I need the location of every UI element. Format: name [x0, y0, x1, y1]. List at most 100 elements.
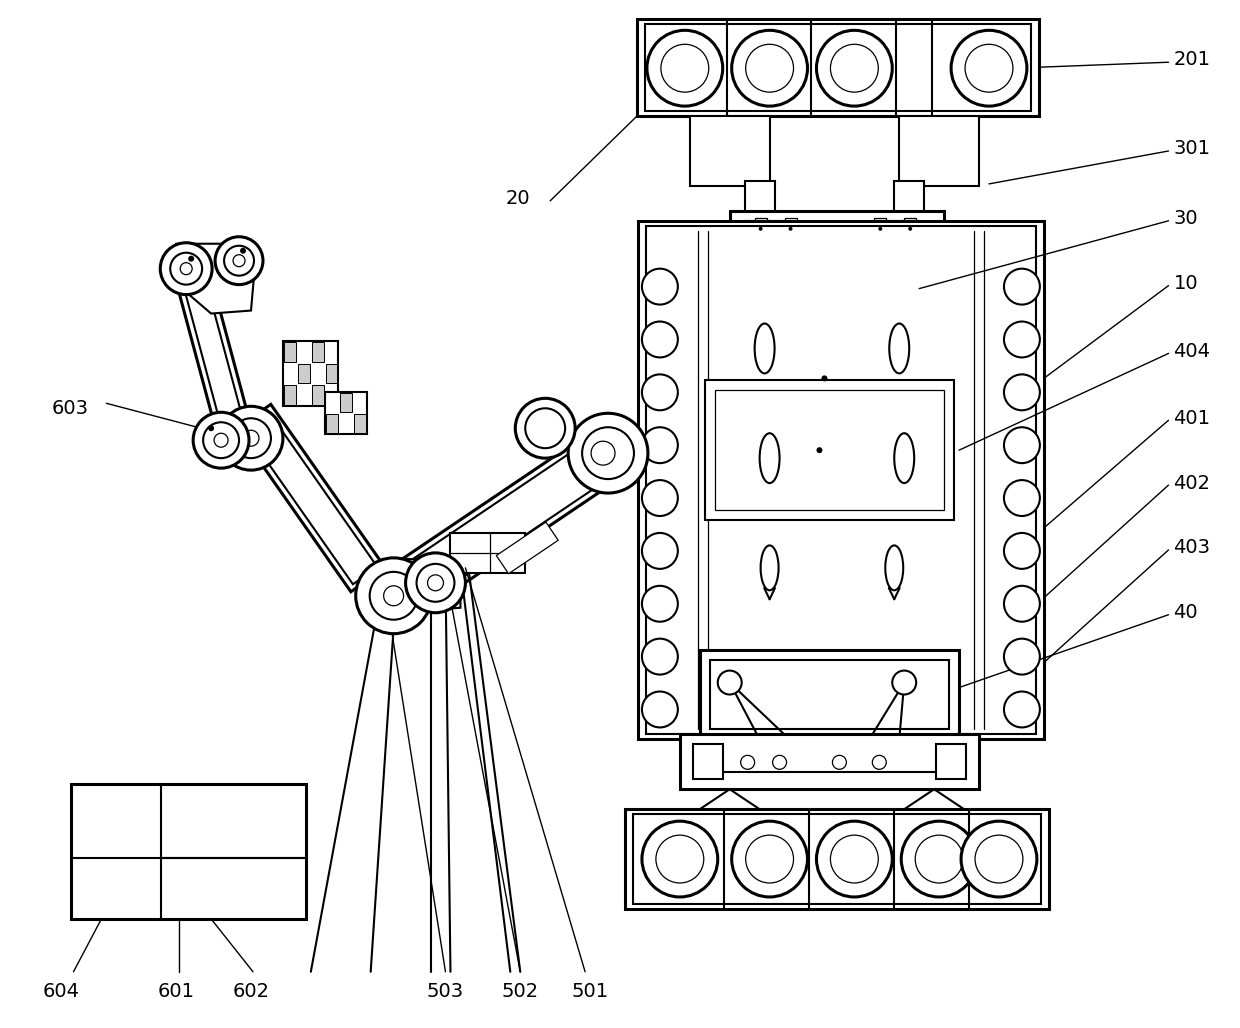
Text: 604: 604 — [43, 982, 81, 1001]
Circle shape — [1004, 586, 1040, 622]
Circle shape — [1004, 374, 1040, 410]
Circle shape — [215, 433, 228, 447]
Bar — [709, 660, 949, 730]
Circle shape — [219, 406, 283, 470]
Bar — [936, 744, 966, 779]
Ellipse shape — [755, 324, 775, 373]
Text: 201: 201 — [1173, 49, 1210, 69]
Bar — [714, 391, 944, 510]
Circle shape — [718, 670, 742, 695]
Ellipse shape — [760, 546, 779, 590]
Circle shape — [816, 30, 893, 106]
Bar — [340, 394, 352, 412]
Circle shape — [243, 431, 259, 446]
Circle shape — [428, 575, 444, 591]
Text: 401: 401 — [1173, 409, 1210, 428]
Circle shape — [821, 375, 827, 381]
Circle shape — [656, 835, 704, 883]
Circle shape — [1004, 692, 1040, 728]
Circle shape — [661, 44, 709, 93]
Bar — [72, 784, 306, 919]
Circle shape — [405, 553, 465, 613]
Bar — [704, 380, 954, 520]
Circle shape — [642, 692, 678, 728]
Polygon shape — [184, 283, 248, 444]
Ellipse shape — [885, 546, 903, 590]
Circle shape — [642, 374, 678, 410]
Text: 403: 403 — [1173, 539, 1210, 557]
Circle shape — [642, 268, 678, 304]
Text: 40: 40 — [1173, 603, 1198, 622]
Bar — [311, 386, 324, 405]
Circle shape — [732, 821, 807, 897]
Text: 601: 601 — [157, 982, 195, 1001]
Polygon shape — [496, 522, 558, 574]
Circle shape — [1004, 533, 1040, 568]
Bar — [745, 221, 785, 461]
Circle shape — [961, 821, 1037, 897]
Circle shape — [816, 821, 893, 897]
Circle shape — [901, 821, 977, 897]
Text: 503: 503 — [427, 982, 464, 1001]
Circle shape — [732, 30, 807, 106]
Circle shape — [832, 756, 847, 769]
Circle shape — [759, 227, 763, 230]
Polygon shape — [237, 404, 386, 592]
Bar — [645, 25, 1030, 111]
Circle shape — [740, 756, 755, 769]
Circle shape — [745, 835, 794, 883]
Circle shape — [915, 835, 963, 883]
Circle shape — [872, 756, 887, 769]
Circle shape — [356, 558, 432, 633]
Bar — [325, 393, 367, 434]
Bar — [699, 650, 959, 739]
Circle shape — [893, 670, 916, 695]
Polygon shape — [176, 274, 255, 452]
Circle shape — [224, 246, 254, 276]
Circle shape — [203, 423, 239, 458]
Bar — [755, 218, 766, 235]
Circle shape — [1004, 638, 1040, 674]
Circle shape — [816, 447, 822, 453]
Text: 301: 301 — [1173, 140, 1210, 158]
Bar — [874, 221, 919, 461]
Circle shape — [383, 586, 403, 605]
Circle shape — [908, 227, 913, 230]
Bar — [693, 744, 723, 779]
Text: 20: 20 — [506, 189, 529, 209]
Circle shape — [642, 533, 678, 568]
Polygon shape — [244, 412, 377, 584]
Circle shape — [789, 227, 792, 230]
Text: 30: 30 — [1173, 210, 1198, 228]
Polygon shape — [372, 432, 622, 625]
Ellipse shape — [889, 324, 909, 373]
Circle shape — [745, 44, 794, 93]
Circle shape — [568, 413, 649, 493]
Circle shape — [831, 44, 878, 93]
Circle shape — [582, 428, 634, 479]
Circle shape — [642, 586, 678, 622]
Bar — [729, 211, 944, 226]
Circle shape — [215, 236, 263, 285]
Bar — [646, 226, 1035, 734]
Text: 603: 603 — [52, 399, 88, 417]
Bar — [637, 221, 1044, 739]
Circle shape — [1004, 480, 1040, 516]
Circle shape — [642, 480, 678, 516]
Bar — [745, 181, 775, 221]
Circle shape — [208, 426, 215, 431]
Circle shape — [773, 756, 786, 769]
Bar — [894, 181, 924, 221]
Circle shape — [1004, 428, 1040, 464]
Text: 10: 10 — [1173, 274, 1198, 293]
Circle shape — [180, 263, 192, 274]
Bar — [326, 414, 337, 433]
Circle shape — [642, 638, 678, 674]
Circle shape — [642, 428, 678, 464]
Bar — [284, 342, 296, 362]
Circle shape — [591, 441, 615, 465]
Bar — [311, 342, 324, 362]
Circle shape — [965, 44, 1013, 93]
Bar — [904, 218, 916, 235]
Polygon shape — [379, 439, 615, 617]
